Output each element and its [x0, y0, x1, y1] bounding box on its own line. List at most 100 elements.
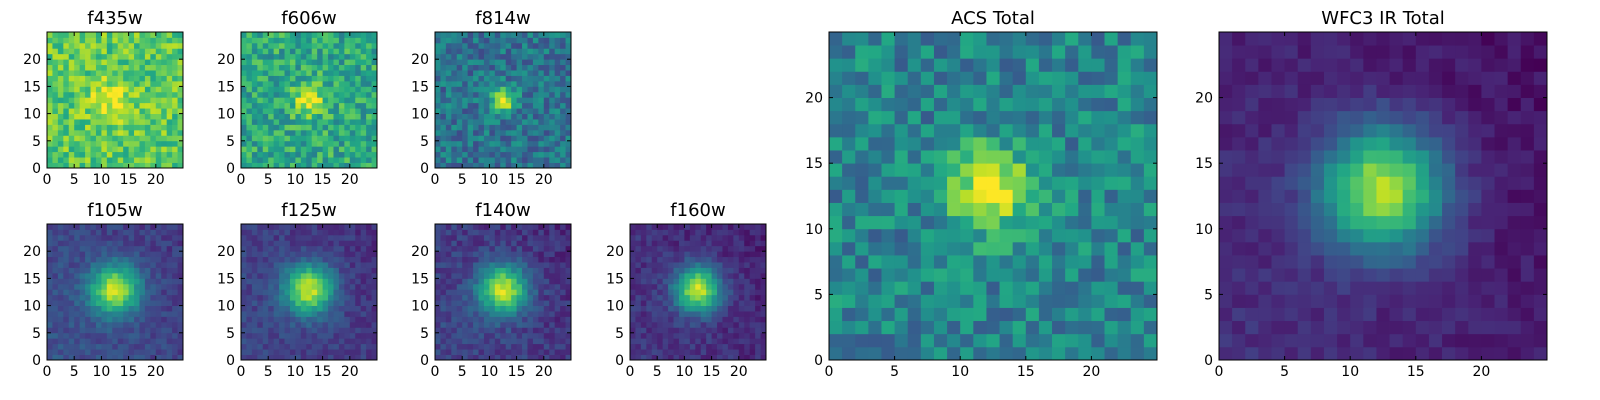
cell — [241, 48, 247, 55]
cell — [711, 245, 718, 252]
cell — [456, 162, 463, 169]
cell — [516, 140, 523, 147]
cell — [349, 300, 356, 306]
cell — [106, 256, 113, 263]
cell — [74, 343, 81, 350]
cell — [549, 321, 556, 328]
cell — [473, 262, 479, 268]
cell — [722, 349, 729, 355]
cell — [63, 113, 70, 120]
cell — [744, 294, 751, 301]
cell — [284, 42, 291, 49]
cell — [440, 305, 447, 312]
cell — [63, 283, 70, 290]
cell — [489, 229, 496, 236]
cell — [241, 278, 247, 285]
cell — [532, 256, 539, 263]
cell — [155, 70, 162, 76]
cell — [74, 135, 81, 142]
cell — [144, 42, 151, 49]
cell — [640, 245, 647, 252]
cell — [90, 229, 97, 236]
cell — [355, 343, 362, 350]
cell — [894, 176, 909, 190]
cell — [1143, 320, 1158, 335]
cell — [684, 229, 691, 236]
cell — [695, 294, 702, 301]
cell — [760, 294, 767, 301]
cell — [894, 281, 909, 295]
cell — [700, 321, 707, 328]
cell — [112, 113, 119, 120]
cell — [172, 327, 178, 334]
cell — [483, 316, 490, 323]
cell — [489, 64, 496, 71]
cell — [478, 119, 485, 125]
cell — [1117, 294, 1132, 308]
cell — [842, 176, 856, 190]
cell — [738, 267, 745, 274]
cell — [144, 124, 151, 131]
cell — [177, 327, 184, 334]
cell — [268, 32, 275, 38]
cell — [894, 333, 909, 348]
cell — [538, 321, 545, 328]
cell — [117, 272, 124, 279]
cell — [155, 80, 162, 87]
cell — [522, 354, 528, 361]
cell — [300, 294, 307, 301]
cell — [63, 305, 70, 312]
cell — [522, 338, 528, 345]
cell — [1025, 333, 1040, 348]
cell — [47, 37, 53, 44]
cell — [328, 240, 334, 247]
cell — [483, 48, 490, 55]
cell — [279, 234, 285, 241]
cell — [947, 346, 961, 361]
cell — [868, 228, 882, 243]
cell — [279, 262, 285, 268]
cell — [268, 327, 275, 334]
cell — [1143, 333, 1158, 348]
cell — [462, 140, 469, 147]
cell — [451, 157, 458, 163]
cell — [1052, 268, 1066, 282]
cell — [273, 135, 280, 142]
cell — [172, 70, 178, 76]
cell — [706, 327, 712, 334]
cell — [257, 129, 264, 136]
cell — [172, 124, 178, 131]
cell — [63, 338, 70, 345]
cell — [57, 251, 64, 258]
cell — [128, 129, 135, 136]
cell — [500, 327, 507, 334]
cell — [52, 157, 59, 163]
cell — [711, 332, 718, 339]
cell — [435, 234, 441, 241]
cell — [63, 124, 70, 131]
cell — [95, 151, 102, 158]
cell — [960, 320, 974, 335]
cell — [662, 262, 669, 268]
cell — [95, 234, 102, 241]
cell — [668, 300, 674, 306]
cell — [279, 321, 285, 328]
cell — [273, 151, 280, 158]
cell — [328, 86, 334, 93]
y-tick-label: 10 — [411, 107, 429, 123]
cell — [128, 157, 135, 163]
cell — [311, 140, 318, 147]
cell — [279, 332, 285, 339]
cell — [689, 251, 696, 258]
cell — [516, 124, 523, 131]
cell — [445, 146, 452, 153]
cell — [79, 129, 86, 136]
cell — [268, 251, 275, 258]
cell — [565, 70, 572, 76]
cell — [711, 327, 718, 334]
cell — [79, 64, 86, 71]
cell — [440, 108, 447, 114]
cell — [435, 124, 441, 131]
cell — [516, 151, 523, 158]
cell — [371, 53, 378, 60]
